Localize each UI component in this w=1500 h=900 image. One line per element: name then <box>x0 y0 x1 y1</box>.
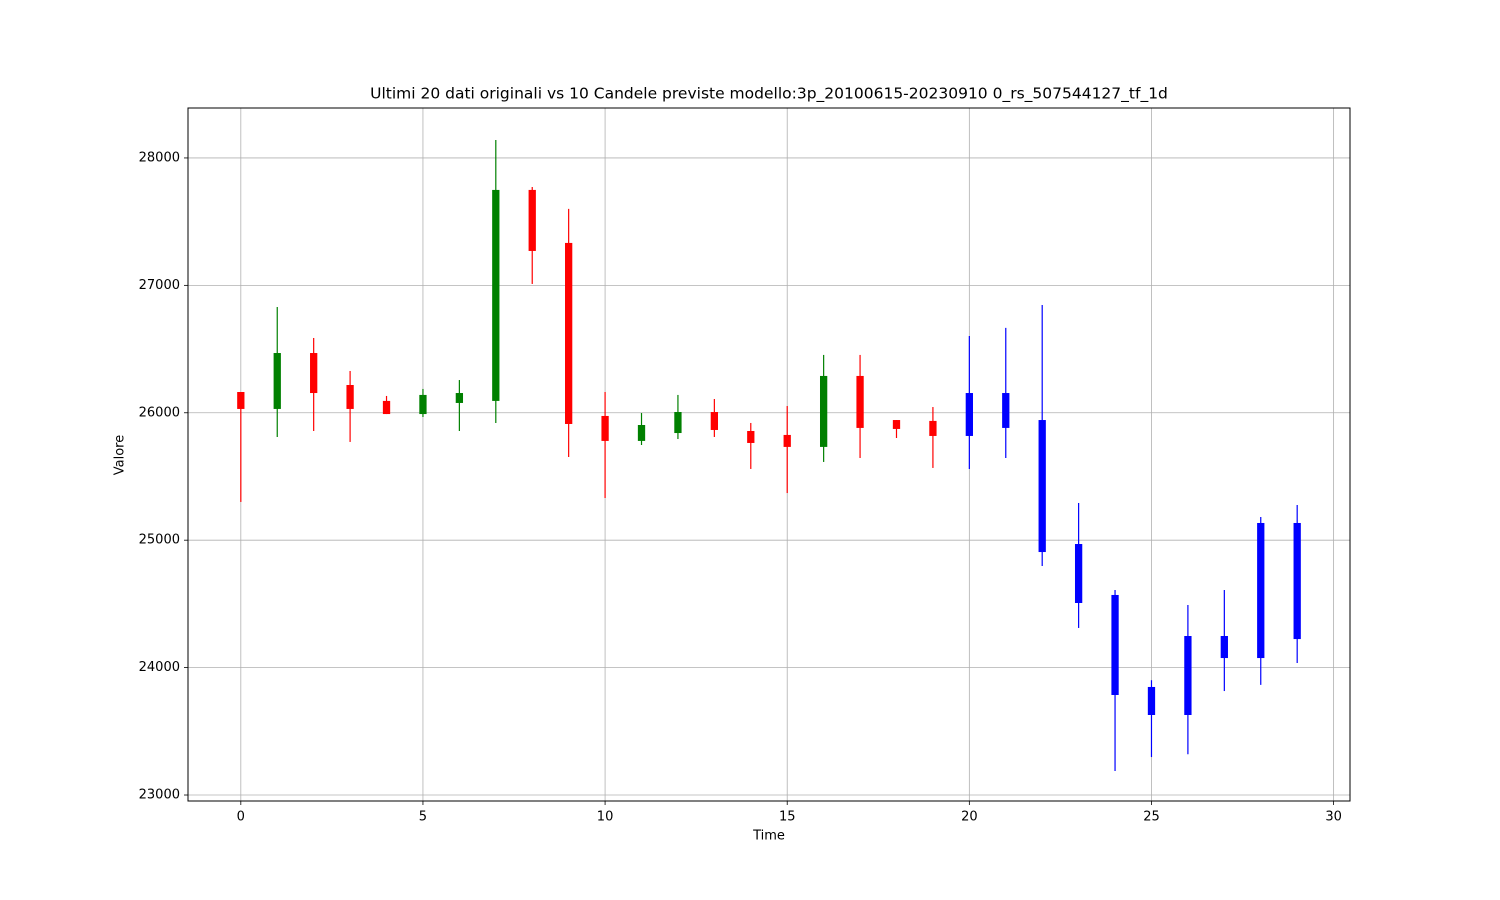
y-tick-label: 23000 <box>139 788 180 803</box>
candle-body <box>1220 636 1228 659</box>
candle-body <box>601 415 609 441</box>
candle-body <box>273 353 281 409</box>
candle-body <box>455 393 464 403</box>
x-tick-label: 20 <box>961 810 978 825</box>
candle-body <box>1293 522 1301 640</box>
candle-body <box>382 400 391 415</box>
chart-title: Ultimi 20 dati originali vs 10 Candele p… <box>370 85 1168 104</box>
candle-body <box>1038 420 1046 553</box>
candle-body <box>783 434 791 447</box>
candle-body <box>1111 594 1119 695</box>
x-tick-label: 15 <box>779 810 796 825</box>
y-tick-label: 28000 <box>139 150 180 165</box>
y-tick-label: 27000 <box>139 278 180 293</box>
candle-body <box>819 375 828 447</box>
candle-body <box>237 392 245 409</box>
y-axis-label: Valore <box>113 435 128 475</box>
y-tick-label: 26000 <box>139 405 180 420</box>
candle-body <box>528 189 536 251</box>
candle-body <box>1074 544 1083 603</box>
candle-body <box>892 420 901 429</box>
x-tick-label: 25 <box>1143 810 1160 825</box>
y-tick-label: 24000 <box>139 660 180 675</box>
candle-body <box>929 420 937 436</box>
x-tick-label: 10 <box>597 810 614 825</box>
candle-body <box>419 394 427 415</box>
x-axis-label: Time <box>752 829 785 844</box>
candle-body <box>1184 636 1192 715</box>
x-tick-label: 0 <box>237 810 245 825</box>
candle-body <box>856 375 864 428</box>
candle-body <box>710 412 719 430</box>
candle-body <box>310 353 318 394</box>
y-tick-label: 25000 <box>139 533 180 548</box>
candle-body <box>492 189 500 401</box>
candle-body <box>346 384 354 409</box>
candle-body <box>565 242 573 424</box>
candle-body <box>1002 393 1010 428</box>
candle-body <box>674 412 682 434</box>
candle-body <box>1257 522 1265 659</box>
candle-body <box>965 393 973 436</box>
candle-body <box>637 425 646 441</box>
plot-frame <box>187 107 1351 802</box>
candle-body <box>1147 686 1156 715</box>
x-tick-label: 30 <box>1325 810 1342 825</box>
x-tick-label: 5 <box>419 810 427 825</box>
candle-body <box>747 430 755 443</box>
